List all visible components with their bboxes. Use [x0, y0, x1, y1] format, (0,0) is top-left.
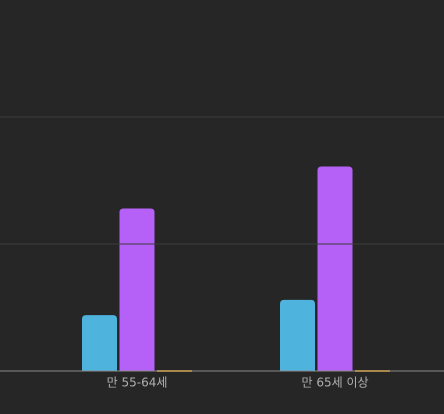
- bar: [280, 299, 315, 371]
- bar: [82, 315, 117, 371]
- x-tick-label: 만 65세 이상: [301, 376, 368, 390]
- bar: [317, 166, 353, 371]
- bar: [119, 208, 155, 371]
- x-tick-label: 만 55-64세: [107, 376, 168, 390]
